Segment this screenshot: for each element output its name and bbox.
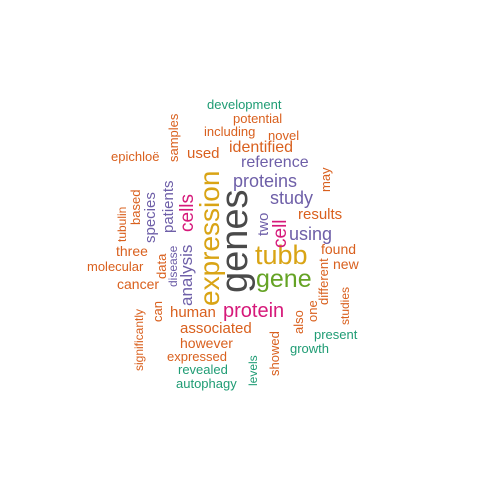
word-disease: disease (166, 245, 180, 287)
word-may: may (318, 167, 333, 192)
word-potential: potential (233, 111, 283, 126)
word-associated: associated (180, 320, 252, 337)
word-development: development (207, 97, 282, 112)
word-including: including (204, 124, 256, 139)
word-studies: studies (338, 286, 352, 325)
word-tubb: tubb (255, 240, 308, 270)
word-study: study (270, 188, 314, 208)
word-tubulin: tubulin (115, 206, 129, 242)
word-different: different (316, 258, 331, 305)
word-analysis: analysis (177, 244, 196, 306)
word-three: three (116, 243, 148, 259)
word-human: human (170, 304, 216, 321)
word-showed: showed (267, 331, 282, 376)
word-levels: levels (246, 355, 260, 386)
word-cancer: cancer (117, 276, 160, 292)
word-revealed: revealed (178, 362, 228, 377)
word-results: results (298, 206, 343, 223)
word-however: however (180, 335, 233, 351)
word-patients: patients (160, 180, 177, 233)
word-two: two (255, 212, 272, 236)
word-reference: reference (241, 154, 309, 171)
word-one: one (305, 300, 320, 322)
word-expressed: expressed (167, 349, 227, 364)
word-cells: cells (177, 193, 198, 232)
word-expression: expression (194, 170, 225, 306)
word-using: using (289, 224, 333, 244)
word-present: present (314, 327, 358, 342)
word-found: found (321, 241, 357, 257)
word-species: species (142, 192, 159, 243)
word-identified: identified (229, 139, 294, 156)
word-molecular: molecular (87, 259, 144, 274)
word-used: used (187, 145, 220, 162)
word-protein: protein (223, 300, 285, 322)
word-proteins: proteins (233, 171, 298, 191)
word-new: new (333, 256, 359, 272)
word-gene: gene (256, 265, 312, 293)
word-cell: cell (270, 219, 291, 248)
word-growth: growth (290, 341, 330, 356)
word-also: also (291, 310, 306, 334)
word-autophagy: autophagy (176, 376, 237, 391)
word-samples: samples (166, 113, 181, 162)
word-epichloe: epichloë (111, 149, 160, 164)
word-significantly: significantly (132, 308, 146, 371)
word-novel: novel (268, 128, 300, 143)
word-can: can (150, 301, 165, 322)
word-based: based (128, 189, 143, 225)
